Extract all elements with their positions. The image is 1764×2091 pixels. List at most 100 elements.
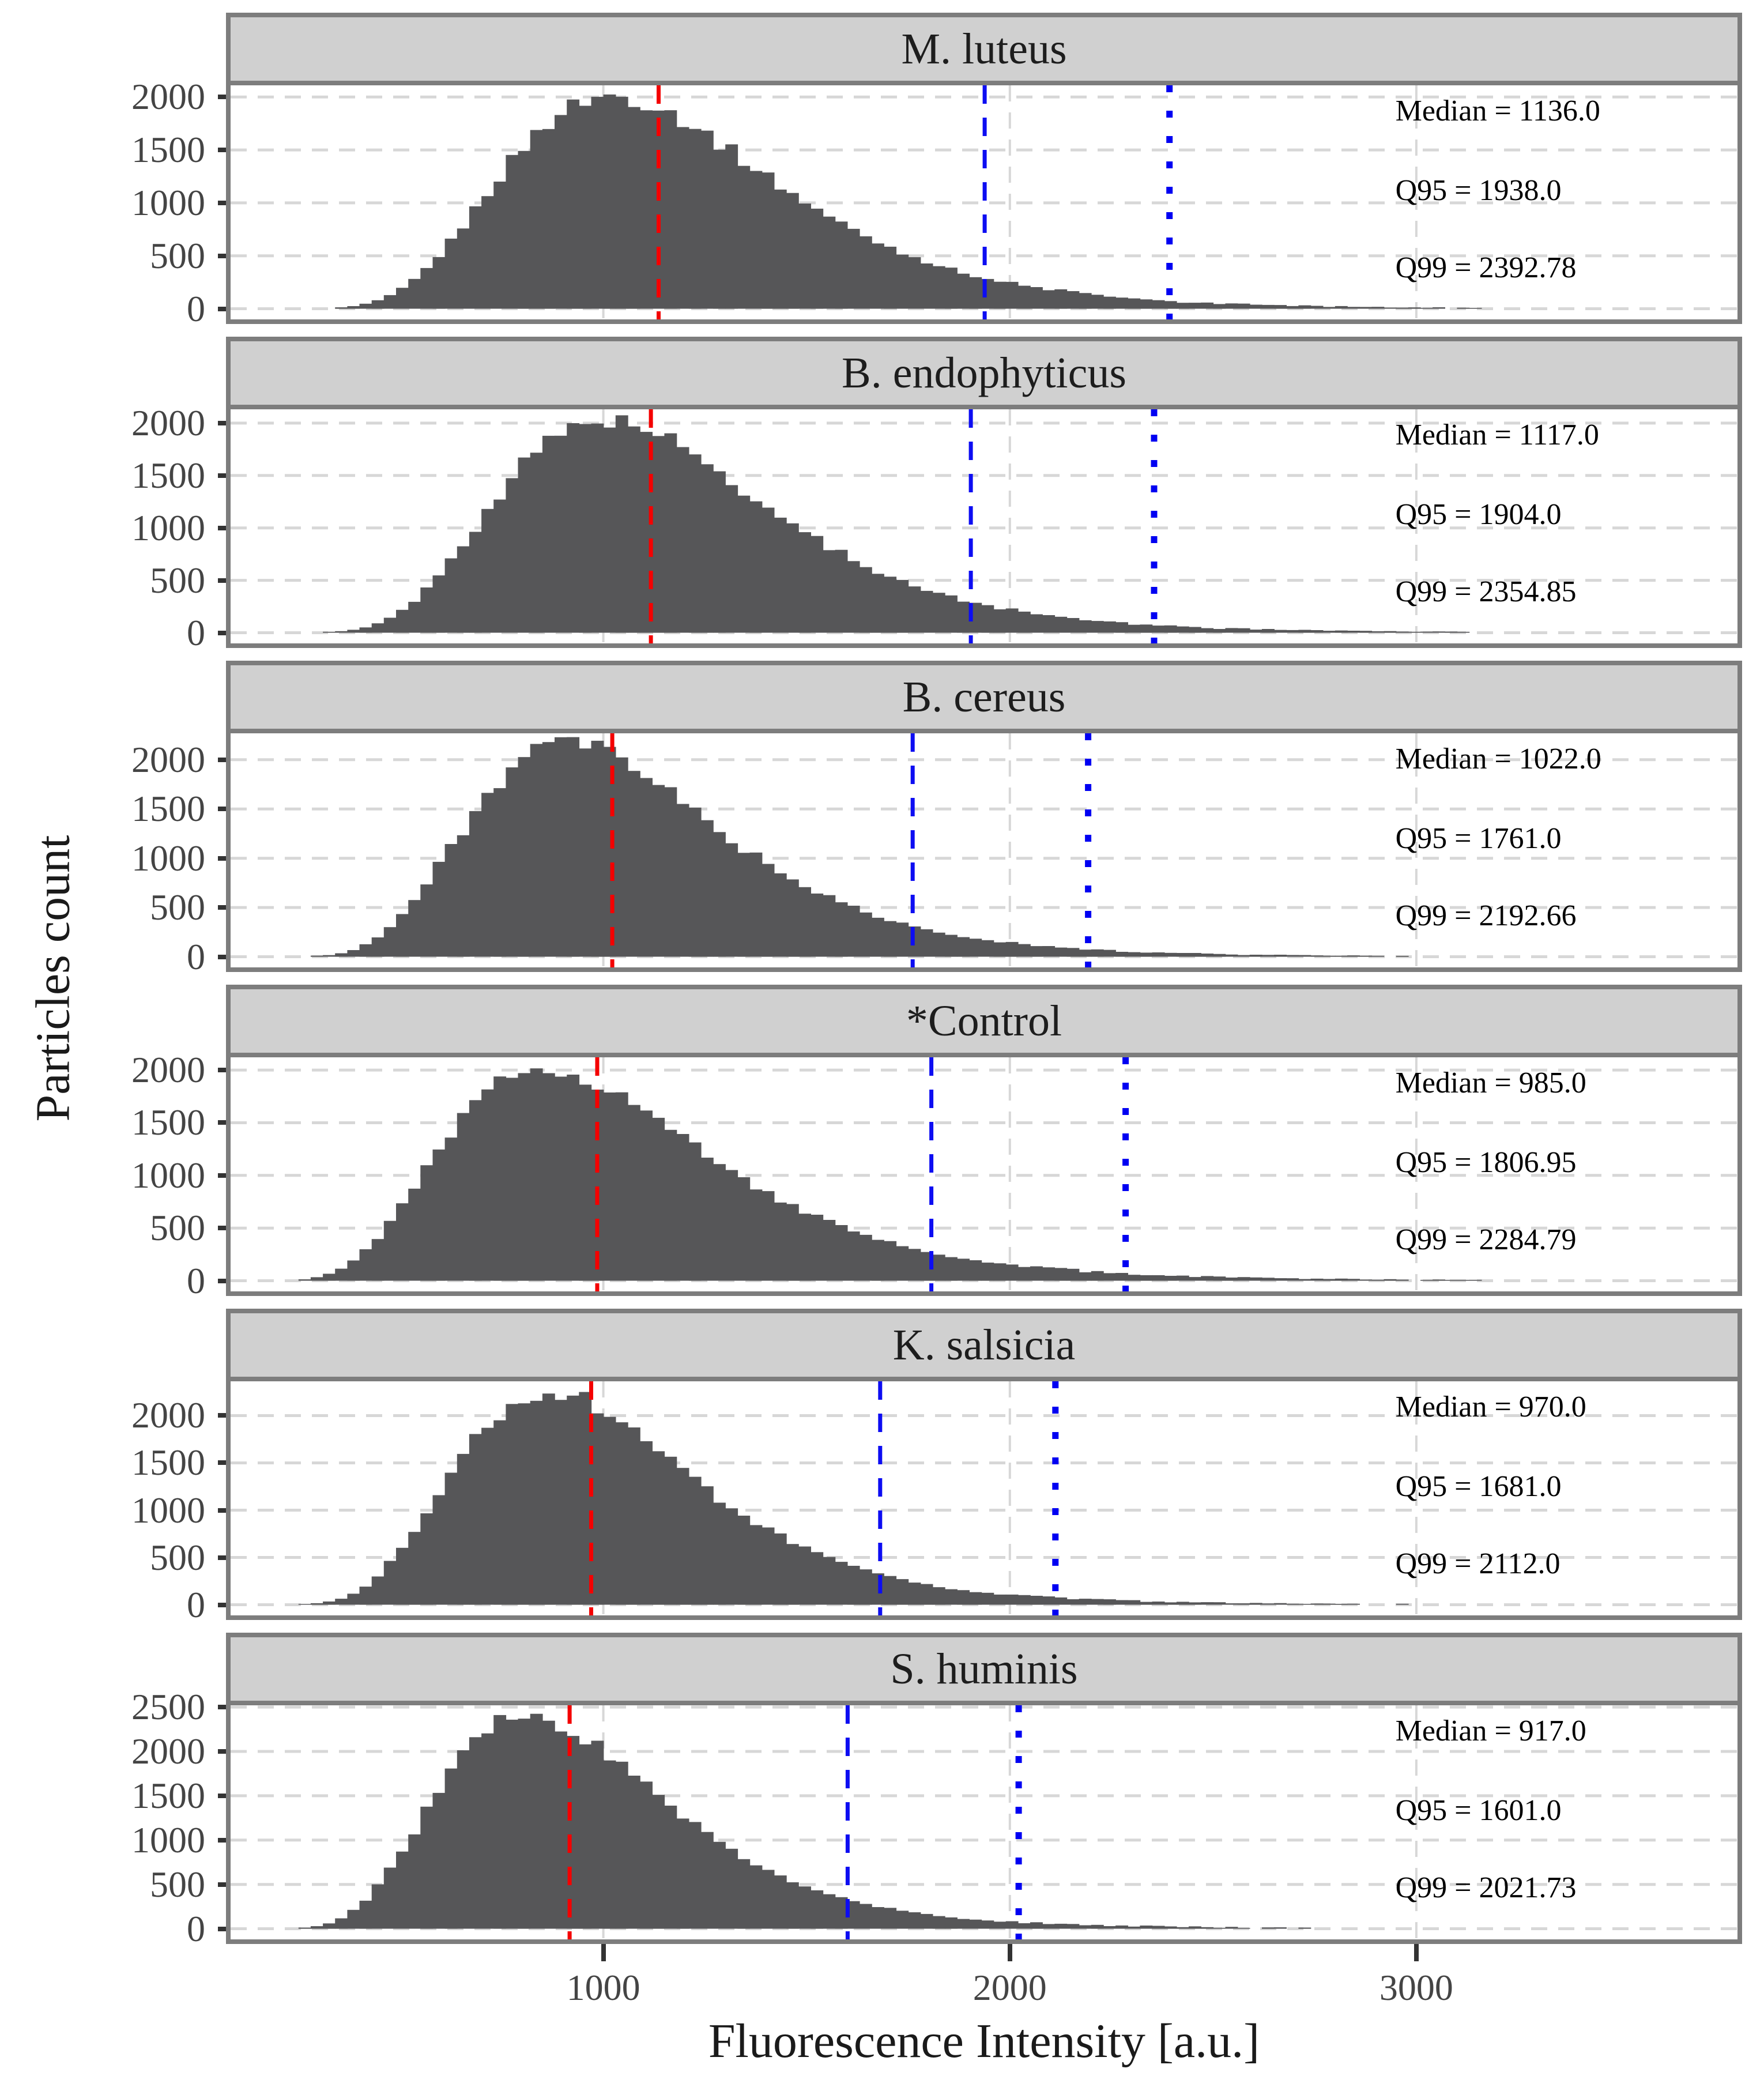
y-tick-label: 1500 (131, 1774, 205, 1816)
median-annotation: Median = 1022.0 (1395, 743, 1601, 775)
q99-annotation: Q99 = 2112.0 (1395, 1547, 1561, 1580)
y-tick-label: 1000 (131, 182, 205, 223)
y-tick-mark (218, 148, 226, 153)
plot-area: Median = 1136.0 Q95 = 1938.0 Q99 = 2392.… (131, 78, 1737, 327)
plot-area: Median = 1117.0 Q95 = 1904.0 Q99 = 2354.… (131, 404, 1737, 651)
facet-strip: S. huminis (231, 1637, 1737, 1705)
y-tick-mark (218, 473, 226, 478)
facet-panel: B. cereus Median = 1022.0 Q95 = 1761.0 Q… (131, 661, 1742, 975)
y-tick-label: 0 (187, 1260, 205, 1301)
y-tick-label: 2000 (131, 739, 205, 780)
y-tick-label: 0 (187, 612, 205, 653)
q95-annotation: Q95 = 1601.0 (1395, 1794, 1562, 1827)
histogram-plot-svg (231, 1057, 1737, 1291)
y-tick-label: 2000 (131, 1049, 205, 1091)
y-tick-label: 1500 (131, 454, 205, 496)
median-annotation: Median = 985.0 (1395, 1067, 1586, 1099)
facet-title: M. luteus (901, 25, 1067, 73)
x-tick-label: 2000 (973, 1967, 1047, 2008)
y-tick-label: 0 (187, 1908, 205, 1949)
histogram-plot-svg (231, 1381, 1737, 1615)
facet-panel: B. endophyticus Median = 1117.0 Q95 = 19… (131, 337, 1742, 651)
y-tick-mark (218, 1602, 226, 1607)
facet-title: *Control (906, 997, 1062, 1045)
x-axis-title: Fluorescence Intensity [a.u.] (708, 2014, 1260, 2068)
x-tick-label: 1000 (566, 1967, 640, 2008)
facet-strip: K. salsicia (231, 1313, 1737, 1381)
y-tick-label: 0 (187, 288, 205, 329)
y-tick-label: 1000 (131, 837, 205, 879)
facet-title: B. endophyticus (842, 349, 1126, 397)
x-tick-mark (1414, 1944, 1419, 1961)
q99-annotation: Q99 = 2192.66 (1395, 899, 1577, 932)
q99-annotation: Q99 = 2284.79 (1395, 1223, 1577, 1256)
histogram-bars (298, 1392, 1409, 1605)
y-tick-label: 1000 (131, 1489, 205, 1531)
q95-annotation: Q95 = 1761.0 (1395, 822, 1562, 855)
x-tick-mark (601, 1944, 606, 1961)
histogram-bars (298, 1068, 1482, 1281)
y-tick-label: 1500 (131, 1102, 205, 1143)
y-tick-mark (218, 1120, 226, 1125)
histogram-bars (323, 415, 1470, 633)
y-tick-mark (218, 1068, 226, 1073)
facet-panel: *Control Median = 985.0 Q95 = 1806.95 Q9… (131, 985, 1742, 1299)
plot-area: Median = 985.0 Q95 = 1806.95 Q99 = 2284.… (131, 1052, 1737, 1299)
y-tick-mark (218, 306, 226, 311)
facet-title: K. salsicia (892, 1321, 1076, 1369)
facet-title: S. huminis (890, 1645, 1078, 1693)
median-annotation: Median = 1136.0 (1395, 95, 1600, 127)
median-annotation: Median = 970.0 (1395, 1391, 1586, 1423)
q95-annotation: Q95 = 1681.0 (1395, 1470, 1562, 1503)
y-tick-mark (218, 1793, 226, 1798)
facet-title: B. cereus (902, 673, 1066, 721)
y-tick-label: 500 (150, 235, 205, 276)
y-tick-mark (218, 1460, 226, 1465)
plot-area: Median = 917.0 Q95 = 1601.0 Q99 = 2021.7… (131, 1689, 1737, 1947)
median-annotation: Median = 917.0 (1395, 1715, 1586, 1747)
y-tick-mark (218, 1749, 226, 1754)
panels-container: M. luteus Median = 1136.0 Q95 = 1938.0 Q… (131, 13, 1742, 1957)
y-tick-mark (218, 578, 226, 583)
histogram-bars (335, 94, 1482, 309)
q95-annotation: Q95 = 1904.0 (1395, 498, 1562, 531)
y-tick-label: 1500 (131, 1442, 205, 1483)
y-tick-label: 1500 (131, 129, 205, 171)
y-tick-mark (218, 1882, 226, 1887)
y-tick-mark (218, 525, 226, 530)
q95-annotation: Q95 = 1806.95 (1395, 1146, 1577, 1179)
y-tick-mark (218, 1508, 226, 1513)
y-tick-label: 0 (187, 1584, 205, 1625)
y-tick-mark (218, 1413, 226, 1418)
y-tick-mark (218, 420, 226, 425)
y-tick-label: 1000 (131, 1819, 205, 1860)
histogram-bars (310, 737, 1409, 957)
y-tick-mark (218, 1926, 226, 1931)
y-tick-mark (218, 856, 226, 861)
facet-panel: M. luteus Median = 1136.0 Q95 = 1938.0 Q… (131, 13, 1742, 327)
y-tick-label: 2500 (131, 1686, 205, 1728)
histogram-plot-svg (231, 733, 1737, 967)
y-tick-mark (218, 1705, 226, 1710)
x-tick-label: 3000 (1379, 1967, 1453, 2008)
y-tick-label: 1500 (131, 788, 205, 830)
y-tick-mark (218, 1278, 226, 1283)
y-tick-mark (218, 200, 226, 205)
y-tick-mark (218, 1555, 226, 1560)
y-tick-mark (218, 1173, 226, 1178)
facet-strip: B. endophyticus (231, 341, 1737, 409)
y-tick-mark (218, 905, 226, 910)
facet-strip: M. luteus (231, 17, 1737, 85)
median-annotation: Median = 1117.0 (1395, 419, 1599, 451)
y-tick-mark (218, 1837, 226, 1843)
histogram-plot-svg (231, 1705, 1737, 1939)
y-tick-label: 500 (150, 1207, 205, 1249)
facet-panel: S. huminis Median = 917.0 Q95 = 1601.0 Q… (131, 1633, 1742, 1947)
facet-strip: *Control (231, 989, 1737, 1057)
y-tick-mark (218, 954, 226, 959)
facet-strip: B. cereus (231, 665, 1737, 733)
plot-area: Median = 1022.0 Q95 = 1761.0 Q99 = 2192.… (131, 733, 1737, 975)
q99-annotation: Q99 = 2354.85 (1395, 575, 1577, 608)
histogram-bars (298, 1713, 1311, 1929)
